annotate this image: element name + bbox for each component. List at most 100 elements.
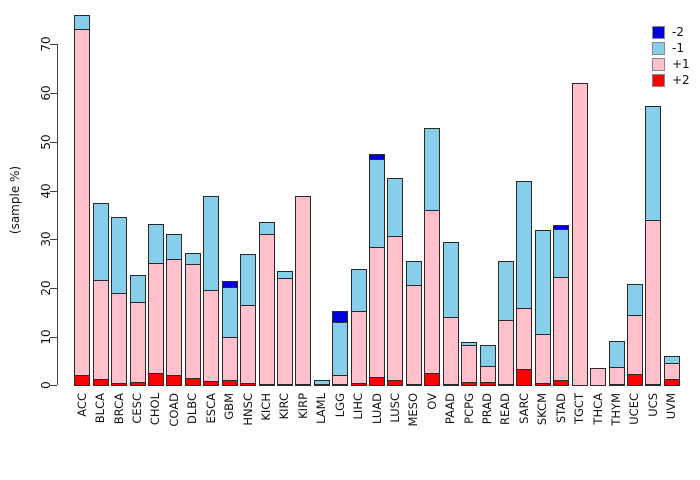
y-tick-label: 40 (39, 182, 53, 199)
x-category-label: LGG (332, 393, 347, 418)
x-category-label: BRCA (111, 393, 126, 425)
bar-segment-+2 (111, 381, 128, 387)
y-axis-tick (50, 141, 57, 143)
bar-segment--1 (184, 252, 201, 266)
x-category-label: GBM (222, 393, 237, 421)
y-axis-tick (50, 44, 57, 46)
bar-segment-+2 (498, 383, 514, 387)
x-category-label: UCEC (627, 393, 642, 426)
x-category-label: KIRC (277, 393, 292, 420)
bar-segment-+1 (240, 304, 257, 385)
y-tick-label: 30 (39, 231, 53, 247)
bar-segment-+1 (590, 368, 607, 387)
bar-segment-+2 (184, 376, 201, 387)
bar-segment-+2 (221, 379, 238, 387)
bar-segment--1 (111, 216, 128, 294)
bar-segment-+2 (608, 383, 625, 387)
bar-segment--1 (424, 128, 441, 211)
bar-segment--1 (258, 222, 275, 235)
bar-segment-+2 (92, 377, 109, 387)
bar-segment-+1 (534, 332, 551, 385)
bar-segment-+2 (129, 380, 146, 387)
x-category-label: PRAD (480, 393, 495, 425)
bar-segment-+1 (276, 277, 293, 386)
legend-swatch-+1 (652, 57, 665, 71)
bar-segment-+2 (387, 379, 404, 387)
bar-segment--1 (405, 260, 422, 287)
bar-segment-+2 (74, 374, 91, 387)
bar-segment-+1 (184, 263, 201, 379)
x-category-label: KIRP (295, 393, 310, 420)
x-category-label: CESC (130, 393, 145, 424)
y-tick-label: 60 (39, 85, 53, 101)
y-axis-label: (sample %) (8, 165, 22, 235)
bar-segment--1 (498, 261, 514, 321)
bar-segment--1 (479, 344, 496, 368)
legend: -2 -1 +1 +2 (652, 24, 690, 88)
bar-segment--1 (608, 341, 625, 368)
legend-label: +1 (672, 57, 690, 71)
bar-segment--1 (203, 195, 220, 292)
bar-segment--1 (663, 355, 680, 364)
y-axis-tick (50, 93, 57, 95)
legend-swatch--2 (652, 25, 665, 39)
y-tick-label: 50 (39, 134, 53, 150)
bar-segment-+1 (258, 232, 275, 386)
bar-segment-+1 (166, 258, 183, 377)
bar-segment-+2 (534, 382, 551, 387)
x-category-label: KICH (259, 393, 273, 421)
bar-segment-+2 (442, 383, 459, 387)
bar-segment--1 (350, 269, 367, 312)
bar-segment-+1 (479, 365, 496, 383)
y-tick-label: 70 (39, 36, 53, 53)
x-category-label: OV (424, 393, 439, 411)
bar-segment-+2 (240, 382, 257, 387)
bar-segment-+1 (369, 246, 385, 378)
bar-segment--1 (129, 275, 146, 303)
bar-segment--1 (313, 380, 330, 385)
bar-segment-+2 (645, 383, 662, 387)
bar-segment-+1 (645, 219, 662, 385)
x-category-label: CHOL (148, 393, 163, 426)
bar-segment-+1 (74, 27, 91, 377)
bar-segment-+2 (166, 374, 183, 387)
bar-segment--1 (387, 177, 404, 238)
bar-segment-+1 (461, 343, 478, 383)
bar-segment--1 (74, 14, 91, 30)
bar-segment-+2 (479, 380, 496, 387)
bar-segment-+2 (461, 380, 478, 387)
legend-swatch--1 (652, 41, 665, 55)
bar-segment--1 (534, 230, 551, 335)
bar-segment--1 (442, 241, 459, 319)
bar-segment-+1 (148, 261, 164, 374)
bar-segment--2 (221, 281, 238, 288)
bar-segment-+2 (663, 377, 680, 387)
legend-label: -2 (672, 25, 684, 39)
bar-segment--1 (276, 271, 293, 280)
bar-segment-+2 (295, 383, 312, 387)
bar-segment--1 (332, 321, 349, 376)
bar-segment--1 (166, 233, 183, 261)
legend-swatch-+2 (652, 73, 665, 87)
bar-segment--1 (461, 342, 478, 346)
y-axis-line (57, 44, 58, 386)
x-category-label: UVM (664, 393, 679, 420)
bar-segment-+1 (387, 235, 404, 382)
y-axis-tick (50, 336, 57, 338)
bar-segment-+1 (663, 361, 680, 380)
x-category-label: UCS (645, 393, 660, 418)
bar-segment--1 (626, 283, 643, 317)
bar-segment-+1 (221, 336, 238, 382)
y-axis-tick (50, 239, 57, 241)
bar-segment-+1 (626, 314, 643, 376)
y-tick-label: 0 (39, 381, 53, 390)
bar-segment--2 (369, 154, 385, 161)
x-category-label: THCA (590, 393, 605, 425)
y-axis-tick (50, 287, 57, 289)
bar-segment-+1 (92, 278, 109, 380)
legend-row: -2 (652, 24, 690, 40)
x-category-label: LUAD (369, 393, 384, 425)
x-category-label: PCPG (461, 393, 476, 425)
bar-segment-+1 (571, 82, 588, 387)
legend-row: -1 (652, 40, 690, 56)
